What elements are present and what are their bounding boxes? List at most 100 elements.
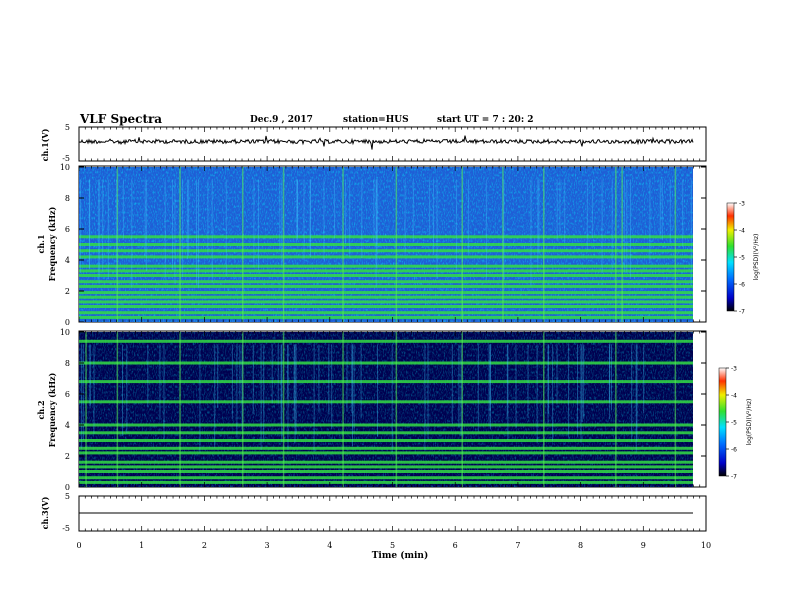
- ch2-streak-55: [126, 344, 128, 433]
- ch2-streak-1: [89, 344, 91, 406]
- ch1-band-4: [79, 295, 693, 299]
- ch1-streak-27: [174, 179, 176, 285]
- ch1-ytick-bottom: -5: [62, 154, 70, 163]
- ch1-spike-1: [179, 167, 181, 322]
- ch2-streak-41: [568, 344, 570, 438]
- ch1-voltage-panel: 5 -5 ch.1(V): [40, 123, 707, 163]
- ch2-streak-37: [490, 344, 491, 430]
- ch1-spike-10: [621, 167, 623, 322]
- ch1-streak-25: [630, 179, 631, 279]
- ch1-streak-15: [207, 179, 209, 255]
- ch1-streak-34: [279, 179, 281, 251]
- ch1-streak-1: [559, 179, 561, 236]
- ch1-streak-19: [107, 179, 109, 280]
- ch2-cbar-label-2: -5: [731, 420, 737, 427]
- ch1-streak-16: [376, 179, 378, 244]
- ch2-streak-31: [635, 344, 637, 453]
- ch2-band-3: [79, 465, 693, 469]
- ch2-streak-56: [318, 344, 320, 413]
- ch1-spectrogram-panel: 0 2 4 6 8 10 ch.1 Frequency (kHz): [36, 163, 707, 327]
- ch2-spectrogram-ylabel: Frequency (kHz): [47, 372, 57, 447]
- ch2-streak-19: [547, 344, 549, 425]
- ch2-streak-35: [353, 344, 355, 433]
- ch1-band-8: [79, 274, 693, 277]
- ch1-streak-60: [503, 179, 505, 281]
- ch2-streak-40: [631, 344, 633, 442]
- ch1-streak-30: [309, 179, 311, 249]
- ch2-streak-51: [281, 344, 283, 443]
- ch2-band-9: [79, 423, 693, 427]
- ch2-streak-54: [295, 344, 297, 435]
- ch2-streak-30: [294, 344, 296, 444]
- ch2-streak-5: [360, 344, 362, 418]
- time-axis-label: Time (min): [372, 550, 429, 561]
- ch2-colorbar-label: log(PSD)(V²/Hz): [746, 399, 753, 446]
- ch1-streak-49: [296, 179, 298, 241]
- xtick-label-6: 6: [453, 541, 458, 550]
- ch2-streak-32: [577, 344, 578, 437]
- ch1-streak-55: [122, 179, 124, 240]
- ch2-cbar-label-1: -4: [731, 393, 737, 400]
- ch1-streak-52: [188, 179, 190, 257]
- ch2-band-7: [79, 439, 693, 442]
- ch1-streak-35: [661, 179, 663, 241]
- ch1-cbar-label-3: -6: [739, 282, 745, 289]
- ch1-streak-64: [102, 179, 104, 272]
- ch2-streak-12: [199, 344, 201, 453]
- ch2-streak-66: [611, 344, 612, 410]
- ch1-band-11: [79, 255, 693, 259]
- ch2-streak-60: [287, 344, 289, 451]
- ch3-voltage-ylabel: ch.3(V): [40, 496, 50, 529]
- ch2-streak-21: [271, 344, 273, 404]
- ch2-streak-43: [89, 344, 91, 409]
- ch1-streak-28: [601, 179, 603, 273]
- figure-title: VLF Spectra: [80, 112, 163, 126]
- ch1-streak-63: [225, 179, 227, 277]
- ch2-ytick-label-1: 2: [65, 452, 70, 461]
- ch2-streak-61: [293, 344, 295, 420]
- ch2-streak-10: [346, 344, 348, 412]
- ch1-streak-38: [258, 179, 259, 270]
- ch2-colorbar: -3 -4 -5 -6 -7 log(PSD)(V²/Hz): [718, 366, 753, 481]
- ch2-cbar-label-0: -3: [731, 366, 737, 373]
- ch2-colorbar-ticks: -3 -4 -5 -6 -7: [726, 366, 737, 481]
- xtick-label-0: 0: [76, 541, 81, 550]
- ch2-spike-5: [342, 332, 344, 487]
- ch1-streak-29: [131, 179, 133, 288]
- time-axis: 0 1 2 3 4 5 6 7 8 9 10: [76, 127, 711, 550]
- ch2-band-13: [79, 339, 693, 343]
- ch2-streak-46: [163, 344, 165, 439]
- ch1-streak-42: [467, 179, 469, 256]
- ch2-streak-8: [263, 344, 265, 442]
- ch2-streak-65: [159, 344, 161, 420]
- ch1-streak-51: [196, 179, 197, 285]
- ch1-streak-48: [375, 179, 377, 288]
- ch1-streak-21: [586, 179, 588, 250]
- ch2-streak-58: [547, 344, 549, 414]
- ch2-streak-28: [122, 344, 123, 436]
- ch1-streak-32: [530, 179, 532, 287]
- ch1-streak-2: [564, 179, 566, 242]
- ch2-spike-6: [395, 332, 398, 487]
- ch2-ytick-label-4: 8: [65, 359, 70, 368]
- ch2-spectrogram-noise: [79, 332, 693, 487]
- ch1-spike-11: [674, 167, 677, 322]
- xtick-label-5: 5: [390, 541, 395, 550]
- ch1-streak-39: [145, 179, 147, 272]
- ch2-streak-45: [506, 344, 508, 417]
- ch2-streak-42: [287, 344, 289, 399]
- xtick-label-9: 9: [641, 541, 646, 550]
- ch1-spectrogram-ylabel: Frequency (kHz): [47, 206, 57, 281]
- ch2-streak-18: [527, 344, 529, 419]
- ch2-band-0: [79, 480, 693, 484]
- ch2-cbar-label-3: -6: [731, 447, 737, 454]
- ch2-band-4: [79, 460, 693, 464]
- xtick-label-3: 3: [265, 541, 270, 550]
- ch1-streak-8: [98, 179, 100, 285]
- ch1-spectrogram-marks: [79, 167, 693, 322]
- ch1-streak-9: [611, 179, 613, 271]
- ch1-band-5: [79, 291, 693, 295]
- ch2-spectrogram-marks: [79, 332, 693, 487]
- ch2-streak-26: [391, 344, 393, 453]
- ch1-streak-68: [623, 179, 625, 273]
